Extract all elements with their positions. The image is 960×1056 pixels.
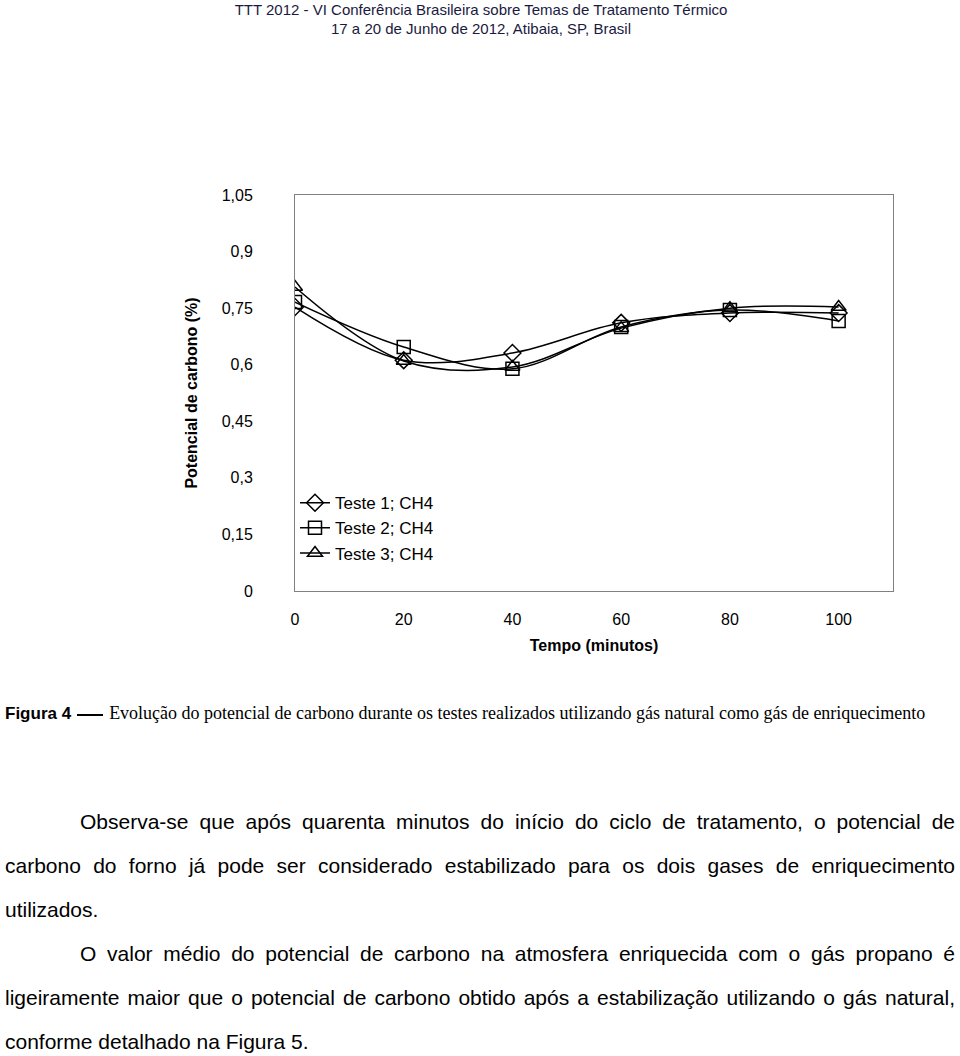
svg-text:80: 80 — [721, 611, 739, 628]
html-text:Evolução do potencial de carbo: Evolução do potencial de carbono durante… — [109, 703, 926, 723]
svg-text:Teste 2; CH4: Teste 2; CH4 — [335, 519, 433, 538]
svg-text:0,15: 0,15 — [222, 526, 253, 543]
svg-text:Teste 3; CH4: Teste 3; CH4 — [335, 545, 433, 564]
svg-text:0,9: 0,9 — [231, 243, 253, 260]
html-text:17 a 20 de Junho de 2012, Atib: 17 a 20 de Junho de 2012, Atibaia, SP, B… — [331, 20, 631, 37]
svg-text:Potencial de carbono (%): Potencial de carbono (%) — [183, 297, 200, 488]
svg-text:0,45: 0,45 — [222, 413, 253, 430]
svg-text:Teste 1; CH4: Teste 1; CH4 — [335, 494, 433, 513]
svg-text:20: 20 — [395, 611, 413, 628]
svg-text:0,3: 0,3 — [231, 469, 253, 486]
html-text:O valor médio do potencial de: O valor médio do potencial de carbono na… — [5, 942, 955, 1053]
svg-text:0: 0 — [244, 583, 253, 600]
svg-text:Tempo (minutos): Tempo (minutos) — [530, 637, 659, 654]
svg-text:40: 40 — [504, 611, 522, 628]
html-text:Figura 4: Figura 4 — [5, 704, 72, 723]
svg-text:0: 0 — [291, 611, 300, 628]
svg-text:0,75: 0,75 — [222, 300, 253, 317]
html-text:Observa-se que após quarenta m: Observa-se que após quarenta minutos do … — [5, 810, 955, 921]
svg-text:1,05: 1,05 — [222, 187, 253, 204]
svg-text:60: 60 — [612, 611, 630, 628]
svg-text:100: 100 — [825, 611, 852, 628]
svg-text:0,6: 0,6 — [231, 356, 253, 373]
html-text:TTT 2012 - VI Conferência Bras: TTT 2012 - VI Conferência Brasileira sob… — [234, 1, 728, 18]
